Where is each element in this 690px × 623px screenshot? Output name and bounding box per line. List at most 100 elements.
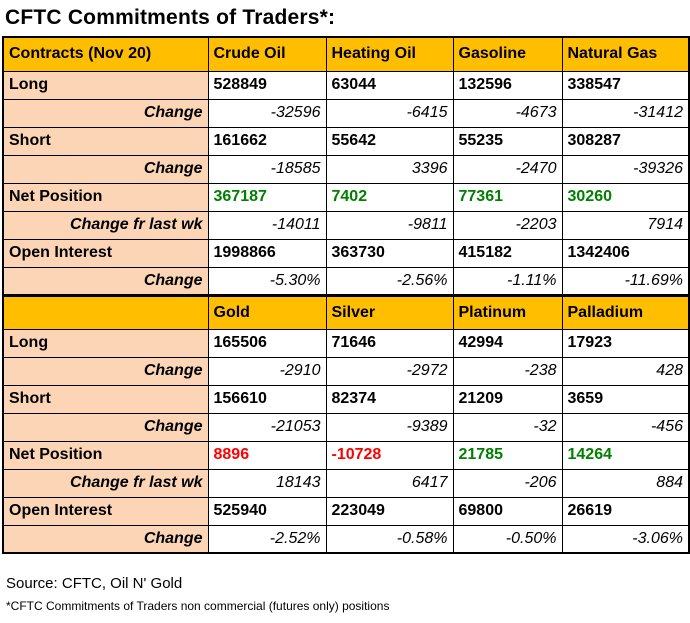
- row-label-cell: Short: [2, 384, 209, 414]
- value-cell: 71646: [325, 328, 454, 358]
- row-label-cell: Change: [2, 524, 209, 554]
- table-row: Short 161662 55642 55235 308287: [2, 126, 690, 156]
- value-cell: -2.52%: [207, 524, 327, 554]
- value-cell: 14264: [561, 440, 690, 470]
- table-row: Net Position 367187 7402 77361 30260: [2, 182, 690, 212]
- value-cell: 132596: [452, 70, 563, 100]
- table-row: Open Interest 525940 223049 69800 26619: [2, 496, 690, 526]
- value-cell: -9811: [325, 210, 454, 240]
- table-row: Net Position 8896 -10728 21785 14264: [2, 440, 690, 470]
- header-label-cell: [2, 293, 209, 330]
- table-row: Change -2.52% -0.58% -0.50% -3.06%: [2, 524, 690, 554]
- value-cell: -1.11%: [452, 266, 563, 296]
- column-header-gold: Gold: [207, 293, 327, 330]
- value-cell: -21053: [207, 412, 327, 442]
- header-row: Contracts (Nov 20) Crude Oil Heating Oil Ga…: [2, 36, 690, 72]
- value-cell: -206: [452, 468, 563, 498]
- value-cell: 6417: [325, 468, 454, 498]
- value-cell: 21785: [452, 440, 563, 470]
- value-cell: -14011: [207, 210, 327, 240]
- value-cell: -456: [561, 412, 690, 442]
- row-label-cell: Long: [2, 70, 209, 100]
- value-cell: 1342406: [561, 238, 690, 268]
- column-header-platinum: Platinum: [452, 293, 563, 330]
- header-row: Gold Silver Platinum Palladium: [2, 293, 690, 330]
- value-cell: 42994: [452, 328, 563, 358]
- column-header-heating-oil: Heating Oil: [325, 36, 454, 72]
- value-cell: 55642: [325, 126, 454, 156]
- value-cell: 7402: [325, 182, 454, 212]
- source-text: Source: CFTC, Oil N' Gold: [6, 575, 183, 592]
- value-cell: 26619: [561, 496, 690, 526]
- value-cell: -2910: [207, 356, 327, 386]
- value-cell: 55235: [452, 126, 563, 156]
- value-cell: -10728: [325, 440, 454, 470]
- table-row: Change -32596 -6415 -4673 -31412: [2, 98, 690, 128]
- table-row: Short 156610 82374 21209 3659: [2, 384, 690, 414]
- value-cell: -2972: [325, 356, 454, 386]
- value-cell: -6415: [325, 98, 454, 128]
- value-cell: -32: [452, 412, 563, 442]
- value-cell: -2203: [452, 210, 563, 240]
- value-cell: 223049: [325, 496, 454, 526]
- value-cell: 7914: [561, 210, 690, 240]
- table-row: Change -2910 -2972 -238 428: [2, 356, 690, 386]
- value-cell: -2.56%: [325, 266, 454, 296]
- value-cell: -11.69%: [561, 266, 690, 296]
- value-cell: -2470: [452, 154, 563, 184]
- table-row: Long 528849 63044 132596 338547: [2, 70, 690, 100]
- value-cell: 18143: [207, 468, 327, 498]
- value-cell: 428: [561, 356, 690, 386]
- cot-table: Contracts (Nov 20) Crude Oil Heating Oil Ga…: [2, 36, 690, 554]
- value-cell: 3396: [325, 154, 454, 184]
- value-cell: 525940: [207, 496, 327, 526]
- value-cell: 338547: [561, 70, 690, 100]
- value-cell: 82374: [325, 384, 454, 414]
- value-cell: -238: [452, 356, 563, 386]
- column-header-crude-oil: Crude Oil: [207, 36, 327, 72]
- value-cell: 415182: [452, 238, 563, 268]
- value-cell: 363730: [325, 238, 454, 268]
- column-header-gasoline: Gasoline: [452, 36, 563, 72]
- value-cell: 161662: [207, 126, 327, 156]
- row-label-cell: Change: [2, 356, 209, 386]
- value-cell: 884: [561, 468, 690, 498]
- row-label-cell: Change: [2, 154, 209, 184]
- value-cell: -3.06%: [561, 524, 690, 554]
- value-cell: 69800: [452, 496, 563, 526]
- table-row: Open Interest 1998866 363730 415182 1342406: [2, 238, 690, 268]
- value-cell: 528849: [207, 70, 327, 100]
- column-header-silver: Silver: [325, 293, 454, 330]
- value-cell: 17923: [561, 328, 690, 358]
- value-cell: -5.30%: [207, 266, 327, 296]
- table-row: Change -21053 -9389 -32 -456: [2, 412, 690, 442]
- row-label-cell: Net Position: [2, 182, 209, 212]
- column-header-natural-gas: Natural Gas: [561, 36, 690, 72]
- value-cell: -31412: [561, 98, 690, 128]
- value-cell: -32596: [207, 98, 327, 128]
- table-row: Change -18585 3396 -2470 -39326: [2, 154, 690, 184]
- value-cell: 3659: [561, 384, 690, 414]
- cot-table-body: Contracts (Nov 20) Crude Oil Heating Oil Ga…: [2, 36, 690, 554]
- value-cell: -39326: [561, 154, 690, 184]
- value-cell: 1998866: [207, 238, 327, 268]
- table-row: Change fr last wk 18143 6417 -206 884: [2, 468, 690, 498]
- row-label-cell: Change: [2, 412, 209, 442]
- value-cell: 367187: [207, 182, 327, 212]
- value-cell: -18585: [207, 154, 327, 184]
- value-cell: -0.58%: [325, 524, 454, 554]
- footnote-text: *CFTC Commitments of Traders non commerc…: [6, 599, 390, 613]
- row-label-cell: Change fr last wk: [2, 210, 209, 240]
- value-cell: 8896: [207, 440, 327, 470]
- value-cell: 77361: [452, 182, 563, 212]
- row-label-cell: Open Interest: [2, 238, 209, 268]
- value-cell: -9389: [325, 412, 454, 442]
- row-label-cell: Change fr last wk: [2, 468, 209, 498]
- value-cell: 308287: [561, 126, 690, 156]
- row-label-cell: Short: [2, 126, 209, 156]
- page-title: CFTC Commitments of Traders*:: [5, 6, 336, 29]
- header-label-cell: Contracts (Nov 20): [2, 36, 209, 72]
- column-header-palladium: Palladium: [561, 293, 690, 330]
- row-label-cell: Net Position: [2, 440, 209, 470]
